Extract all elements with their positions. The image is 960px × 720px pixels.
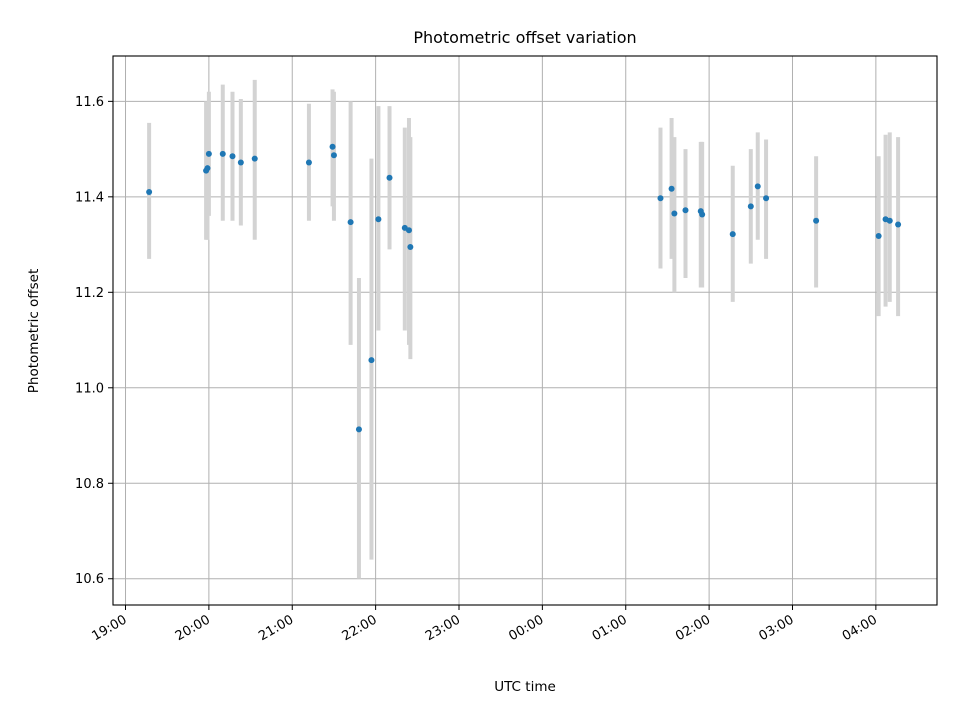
data-point bbox=[763, 195, 770, 202]
data-point bbox=[204, 165, 211, 172]
plot-frame bbox=[112, 55, 938, 606]
data-point bbox=[229, 153, 236, 160]
data-point bbox=[386, 174, 393, 181]
data-point bbox=[682, 207, 689, 214]
data-point bbox=[886, 217, 893, 224]
data-point bbox=[237, 159, 244, 166]
y-axis-label: Photometric offset bbox=[26, 269, 42, 393]
x-axis-label: UTC time bbox=[494, 679, 556, 695]
data-point bbox=[754, 183, 761, 190]
grid bbox=[113, 56, 937, 605]
data-point bbox=[146, 189, 153, 196]
y-axis: 10.6 10.8 11.0 11.2 11.4 11.6 bbox=[75, 95, 113, 587]
data-point bbox=[305, 159, 312, 166]
data-points bbox=[146, 143, 902, 433]
data-point bbox=[813, 217, 820, 224]
data-point bbox=[405, 227, 412, 234]
data-point bbox=[347, 219, 354, 226]
data-point bbox=[875, 232, 882, 239]
data-point bbox=[330, 152, 337, 159]
y-tick-label: 11.2 bbox=[75, 286, 104, 301]
data-point bbox=[671, 210, 678, 217]
data-point bbox=[355, 426, 362, 433]
data-point bbox=[895, 221, 902, 228]
data-point bbox=[329, 143, 336, 150]
y-tick-label: 11.6 bbox=[75, 95, 104, 110]
data-point bbox=[668, 185, 675, 192]
data-point bbox=[699, 211, 706, 218]
chart-title: Photometric offset variation bbox=[413, 28, 636, 47]
data-point bbox=[747, 203, 754, 210]
data-point bbox=[375, 216, 382, 223]
data-point bbox=[251, 155, 258, 162]
y-tick-label: 10.8 bbox=[75, 477, 104, 492]
data-point bbox=[657, 195, 664, 202]
data-point bbox=[729, 231, 736, 238]
data-point bbox=[205, 150, 212, 157]
y-tick-label: 11.4 bbox=[75, 190, 104, 205]
data-point bbox=[219, 150, 226, 157]
data-point bbox=[368, 357, 375, 364]
data-point bbox=[407, 243, 414, 250]
y-tick-label: 10.6 bbox=[75, 572, 104, 587]
y-tick-label: 11.0 bbox=[75, 381, 104, 396]
